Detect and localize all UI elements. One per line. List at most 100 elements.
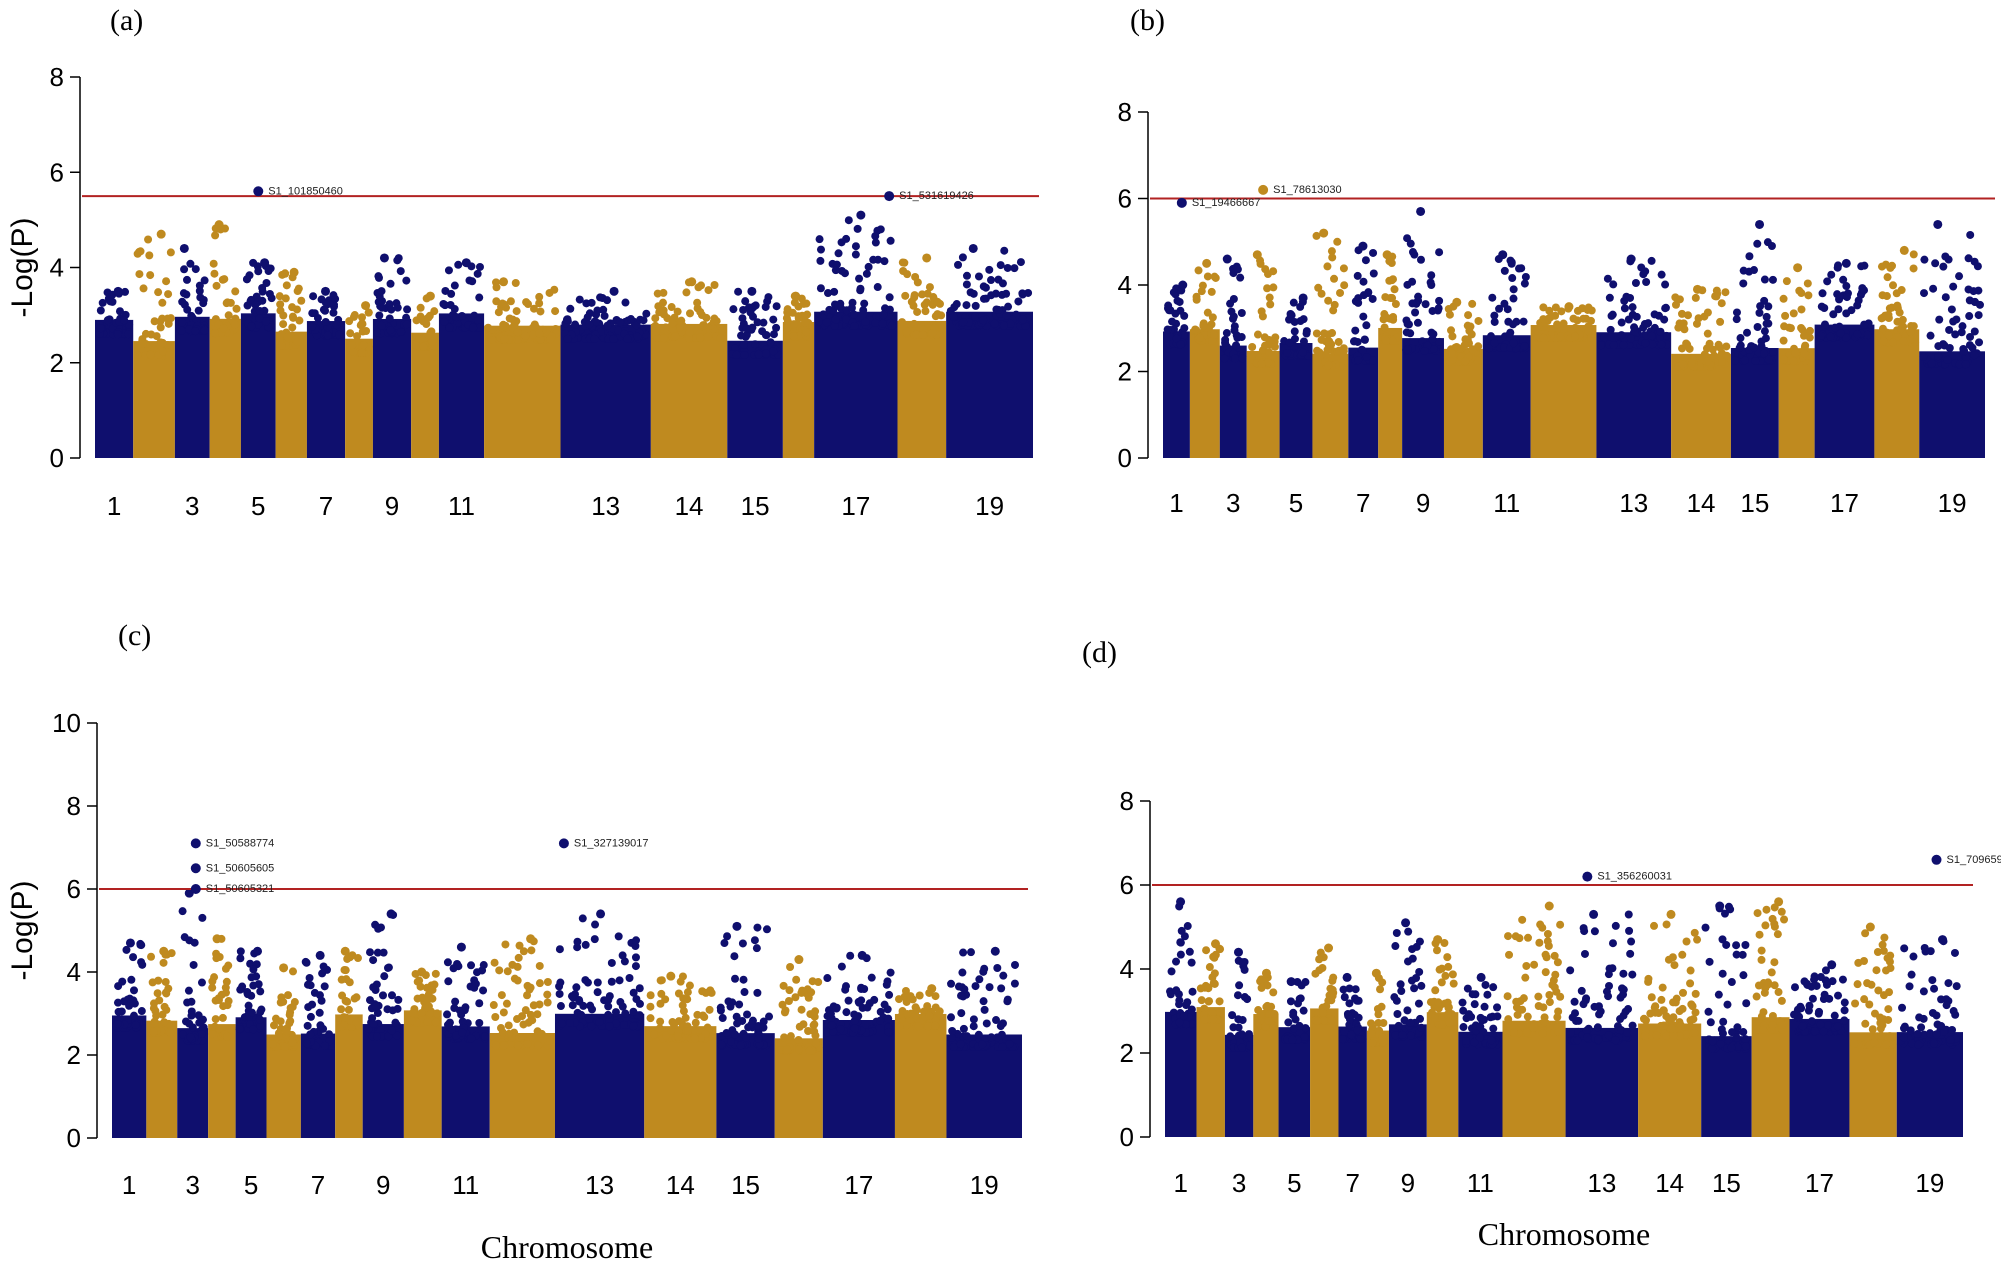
snp-point — [816, 245, 825, 254]
snp-point — [1582, 1026, 1591, 1035]
snp-point — [224, 961, 233, 970]
snp-point — [705, 1005, 714, 1014]
snp-point — [281, 294, 290, 303]
snp-point — [1947, 305, 1956, 314]
snp-point — [491, 1013, 500, 1022]
snp-point — [759, 1023, 768, 1032]
snp-point — [1727, 978, 1736, 987]
snp-point — [515, 941, 524, 950]
snp-point — [178, 297, 187, 306]
snp-point — [364, 1024, 373, 1033]
snp-point — [1416, 255, 1425, 264]
snp-point — [1523, 1019, 1532, 1028]
snp-point — [503, 967, 512, 976]
snp-point — [293, 287, 302, 296]
snp-point — [349, 347, 358, 356]
snp-point — [1888, 261, 1897, 270]
snp-point — [1522, 1028, 1531, 1037]
snp-point — [801, 318, 810, 327]
snp-point — [783, 308, 792, 317]
snp-density-band — [1896, 1032, 1963, 1137]
snp-point — [646, 1014, 655, 1023]
snp-point — [1164, 301, 1173, 310]
snp-point — [615, 976, 624, 985]
snp-point — [1587, 333, 1596, 342]
snp-point — [431, 969, 440, 978]
snp-point — [1705, 957, 1714, 966]
snp-point — [1208, 337, 1217, 346]
snp-point — [740, 351, 749, 360]
snp-density-band — [554, 1013, 645, 1138]
snp-point — [794, 1035, 803, 1044]
snp-point — [1919, 1014, 1928, 1023]
snp-point — [1782, 277, 1791, 286]
snp-point — [990, 319, 999, 328]
snp-point — [903, 270, 912, 279]
snp-point — [1966, 332, 1975, 341]
snp-point — [1727, 1043, 1736, 1052]
snp-point — [1203, 272, 1212, 281]
chromosome-block — [1482, 250, 1531, 458]
snp-point — [779, 981, 788, 990]
snp-point — [1284, 1018, 1293, 1027]
snp-point — [811, 1031, 820, 1040]
snp-point — [1774, 988, 1783, 997]
snp-point — [457, 311, 466, 320]
snp-density-band — [266, 1034, 301, 1138]
chromosome-block — [1338, 972, 1367, 1137]
snp-point — [1604, 992, 1613, 1001]
snp-point — [1764, 302, 1773, 311]
snp-point — [465, 276, 474, 285]
snp-point — [1234, 1023, 1243, 1032]
snp-point — [1232, 341, 1241, 350]
snp-point — [1671, 998, 1680, 1007]
snp-point — [1920, 255, 1929, 264]
chromosome-tick-label: 14 — [675, 491, 704, 521]
snp-point — [1551, 303, 1560, 312]
snp-point — [1435, 248, 1444, 257]
manhattan-panel-3: (c)0246810-Log(P)S1_50588774S1_50605605S… — [6, 619, 1028, 1262]
snp-point — [1509, 294, 1518, 303]
chromosome-block — [146, 946, 178, 1138]
snp-point — [1605, 293, 1614, 302]
snp-point — [127, 975, 136, 984]
snp-point — [373, 328, 382, 337]
snp-point — [256, 1021, 265, 1030]
snp-point — [1269, 283, 1278, 292]
snp-point — [121, 287, 130, 296]
snp-point — [1505, 329, 1514, 338]
snp-point — [790, 320, 799, 329]
snp-point — [1312, 329, 1321, 338]
snp-point — [133, 249, 142, 258]
snp-point — [671, 332, 680, 341]
snp-point — [842, 315, 851, 324]
snp-point — [1884, 1015, 1893, 1024]
snp-point — [325, 1030, 334, 1039]
snp-point — [284, 991, 293, 1000]
snp-point — [829, 1027, 838, 1036]
snp-point — [1330, 274, 1339, 283]
snp-point — [668, 319, 677, 328]
snp-point — [1745, 252, 1754, 261]
snp-point — [1338, 1035, 1347, 1044]
snp-point — [1382, 336, 1391, 345]
snp-point — [1692, 319, 1701, 328]
snp-point — [274, 1029, 283, 1038]
snp-point — [934, 1009, 943, 1018]
snp-point — [1900, 1024, 1909, 1033]
snp-point — [371, 986, 380, 995]
snp-point — [716, 334, 725, 343]
snp-point — [853, 224, 862, 233]
snp-point — [1689, 1015, 1698, 1024]
snp-point — [577, 1010, 586, 1019]
snp-point — [691, 1018, 700, 1027]
snp-point — [979, 282, 988, 291]
snp-point — [956, 1040, 965, 1049]
snp-point — [1200, 1004, 1209, 1013]
chromosome-tick-label: 7 — [319, 491, 333, 521]
snp-point — [1266, 300, 1275, 309]
y-tick-label: 8 — [67, 791, 81, 821]
snp-point — [1800, 349, 1809, 358]
snp-point — [600, 311, 609, 320]
snp-density-band — [782, 322, 815, 458]
